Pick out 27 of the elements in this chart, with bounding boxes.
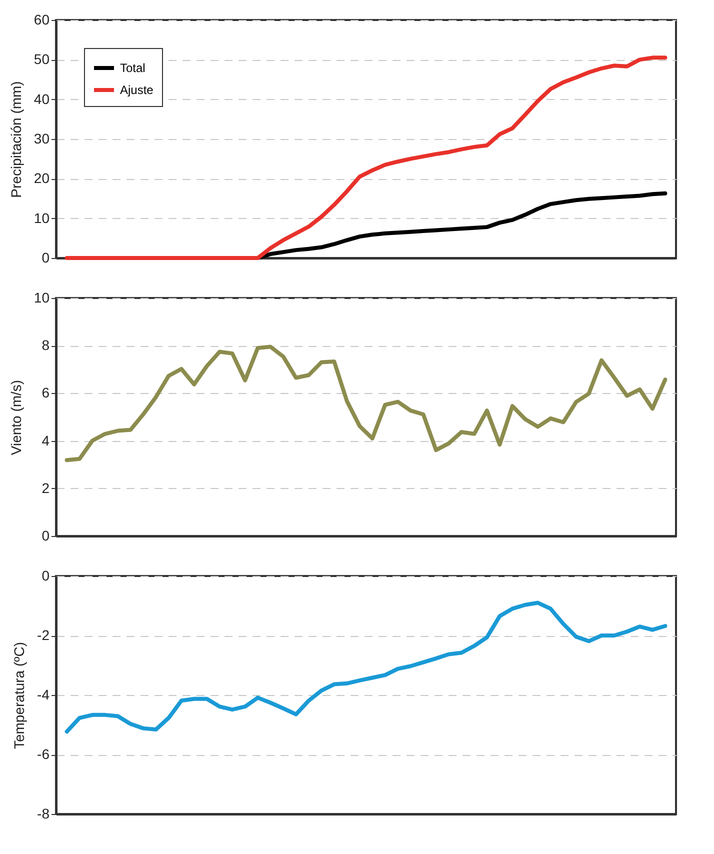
y-tick-label: 20: [34, 170, 50, 186]
legend-label: Total: [120, 61, 146, 75]
y-tick-label: 0: [42, 528, 50, 544]
legend-label: Ajuste: [120, 83, 154, 97]
y-axis-title: Precipitación (mm): [8, 81, 24, 198]
y-tick-label: -6: [37, 746, 50, 762]
y-tick-label: 30: [34, 130, 50, 146]
y-tick-label: 4: [42, 432, 50, 448]
y-tick-label: 6: [42, 384, 50, 401]
y-tick-label: 0: [42, 568, 50, 584]
y-tick-label: 2: [42, 480, 50, 496]
y-tick-label: 8: [42, 337, 50, 354]
y-tick-label: -8: [37, 806, 50, 822]
y-tick-label: 0: [42, 250, 50, 266]
y-axis-title: Temperatura (ºC): [11, 642, 28, 750]
y-tick-label: -4: [37, 686, 50, 702]
line-series: [64, 600, 668, 734]
y-tick-label: -2: [37, 627, 50, 643]
line-series: [64, 344, 668, 462]
line-series: [256, 191, 668, 260]
y-tick-label: 10: [34, 290, 50, 306]
y-tick-label: 50: [34, 51, 50, 68]
y-tick-label: 10: [34, 210, 50, 226]
line-series: [64, 56, 668, 260]
y-tick-label: 60: [34, 12, 50, 28]
y-tick-label: 40: [34, 90, 50, 107]
y-axis-title: Viento (m/s): [8, 380, 24, 456]
